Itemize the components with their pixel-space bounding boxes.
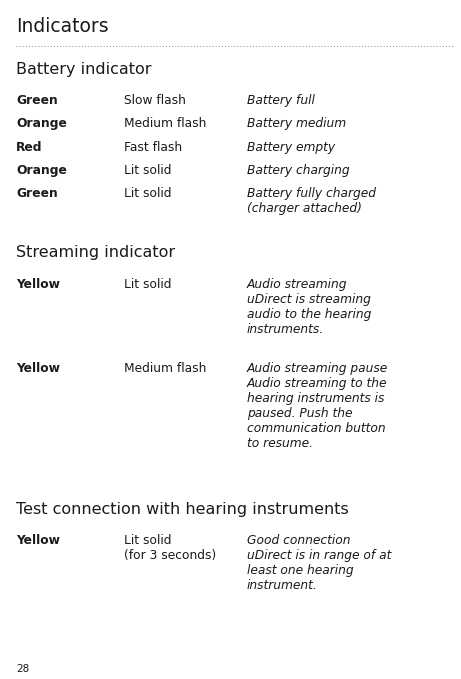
Text: Battery empty: Battery empty <box>247 141 335 153</box>
Text: Lit solid: Lit solid <box>124 164 172 177</box>
Text: Battery indicator: Battery indicator <box>16 62 152 77</box>
Text: Battery full: Battery full <box>247 94 314 107</box>
Text: Orange: Orange <box>16 164 67 177</box>
Text: Red: Red <box>16 141 42 153</box>
Text: Audio streaming
uDirect is streaming
audio to the hearing
instruments.: Audio streaming uDirect is streaming aud… <box>247 278 371 335</box>
Text: Yellow: Yellow <box>16 534 60 547</box>
Text: Orange: Orange <box>16 117 67 130</box>
Text: Indicators: Indicators <box>16 17 109 36</box>
Text: Battery fully charged
(charger attached): Battery fully charged (charger attached) <box>247 187 376 215</box>
Text: Green: Green <box>16 187 58 200</box>
Text: Good connection
uDirect is in range of at
least one hearing
instrument.: Good connection uDirect is in range of a… <box>247 534 391 592</box>
Text: Medium flash: Medium flash <box>124 117 207 130</box>
Text: Yellow: Yellow <box>16 362 60 375</box>
Text: Test connection with hearing instruments: Test connection with hearing instruments <box>16 502 349 517</box>
Text: Slow flash: Slow flash <box>124 94 186 107</box>
Text: Yellow: Yellow <box>16 278 60 291</box>
Text: 28: 28 <box>16 663 30 674</box>
Text: Battery charging: Battery charging <box>247 164 349 177</box>
Text: Green: Green <box>16 94 58 107</box>
Text: Lit solid: Lit solid <box>124 278 172 291</box>
Text: Fast flash: Fast flash <box>124 141 183 153</box>
Text: Battery medium: Battery medium <box>247 117 346 130</box>
Text: Lit solid: Lit solid <box>124 187 172 200</box>
Text: Audio streaming pause
Audio streaming to the
hearing instruments is
paused. Push: Audio streaming pause Audio streaming to… <box>247 362 388 450</box>
Text: Medium flash: Medium flash <box>124 362 207 375</box>
Text: Lit solid
(for 3 seconds): Lit solid (for 3 seconds) <box>124 534 217 562</box>
Text: Streaming indicator: Streaming indicator <box>16 245 175 260</box>
